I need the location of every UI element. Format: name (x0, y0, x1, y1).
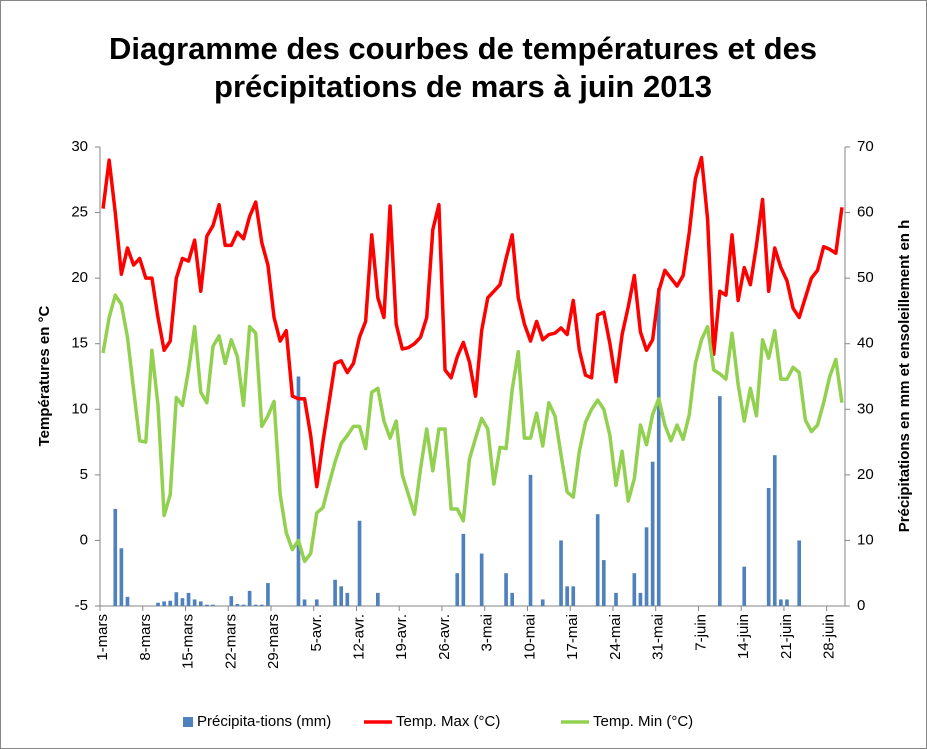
y2-tick-label: 70 (857, 138, 874, 155)
x-tick-label: 28-juin (821, 614, 838, 659)
bar (259, 604, 264, 606)
bar (650, 461, 655, 606)
y-tick-label: -5 (75, 597, 88, 614)
y-tick-label: 0 (80, 531, 88, 548)
bar (656, 287, 661, 606)
x-tick-label: 10-mai (521, 614, 538, 660)
y2-tick-label: 10 (857, 531, 874, 548)
bar (455, 573, 460, 606)
chart-title: Diagramme des courbes de températures et… (108, 31, 818, 104)
x-tick-label: 15-mars (180, 614, 197, 669)
bar (614, 592, 618, 606)
bar (211, 604, 215, 606)
x-tick-label: 17-mai (564, 614, 581, 660)
bar (339, 586, 344, 606)
bar (357, 520, 362, 606)
y2-tick-label: 50 (857, 269, 874, 286)
bar (266, 583, 270, 606)
bar (125, 596, 130, 606)
legend-label: Précipita-tions (mm) (197, 713, 331, 730)
bar (797, 540, 802, 606)
bar (766, 487, 771, 606)
x-tick-label: 7-juin (692, 614, 709, 651)
legend-label: Temp. Min (°C) (593, 713, 693, 730)
legend-swatch (183, 717, 193, 727)
bar (174, 592, 179, 606)
bar (333, 579, 337, 606)
bar (345, 592, 350, 606)
bar (168, 600, 173, 606)
bar (565, 586, 569, 606)
bar (314, 599, 319, 606)
y2-tick-label: 60 (857, 204, 874, 221)
x-tick-label: 3-mai (479, 614, 496, 652)
y2-tick-label: 0 (857, 597, 865, 614)
legend-label: Temp. Max (°C) (396, 713, 500, 730)
bar (601, 560, 606, 606)
bar (235, 604, 240, 606)
bar (302, 599, 307, 606)
x-tick-label: 14-juin (735, 614, 752, 659)
bar (779, 599, 783, 606)
bar (113, 508, 118, 606)
bar (559, 540, 563, 606)
line (101, 293, 844, 564)
bar (180, 598, 185, 606)
bar (717, 396, 722, 606)
y2-tick-label: 40 (857, 335, 874, 352)
y-tick-label: 15 (71, 335, 88, 352)
bar (461, 533, 466, 606)
bar (229, 596, 234, 606)
x-tick-label: 31-mai (650, 614, 667, 660)
x-tick-label: 8-mars (137, 614, 154, 661)
y2-tick-label: 20 (857, 466, 874, 483)
bar (247, 590, 252, 606)
y-axis-label: Températures en °C (36, 305, 53, 446)
bar (479, 553, 484, 606)
bar (644, 527, 649, 606)
x-tick-label: 19-avr. (393, 614, 410, 660)
bar (162, 601, 166, 606)
y2-tick-label: 30 (857, 400, 874, 417)
y2-axis-label: Précipitations en mm et ensoleillement e… (896, 220, 913, 533)
x-tick-label: 12-avr. (350, 614, 367, 660)
bar (638, 592, 643, 606)
y-tick-label: 20 (71, 269, 88, 286)
bar (205, 604, 209, 606)
bar (772, 455, 777, 606)
bar (186, 592, 191, 606)
bar (241, 604, 246, 606)
bar (376, 592, 380, 606)
bar (632, 573, 637, 606)
bar (296, 376, 301, 606)
line (101, 155, 844, 489)
x-tick-label: 26-avr. (436, 614, 453, 660)
x-tick-label: 29-mars (265, 614, 282, 669)
bar (785, 599, 789, 606)
x-tick-label: 24-mai (607, 614, 624, 660)
bar (528, 474, 533, 606)
bar (595, 514, 600, 606)
x-tick-label: 1-mars (94, 614, 111, 661)
bar (571, 586, 576, 606)
bar (504, 573, 508, 606)
bar (253, 604, 258, 606)
bar (156, 602, 160, 606)
x-tick-label: 21-juin (778, 614, 795, 659)
y-tick-label: 5 (80, 466, 88, 483)
y-tick-label: 30 (71, 138, 88, 155)
x-tick-label: 5-avr. (308, 614, 325, 652)
bar (742, 566, 747, 606)
bar (540, 599, 545, 606)
bar (192, 599, 197, 606)
x-tick-label: 22-mars (222, 614, 239, 669)
bar (510, 592, 515, 606)
y-tick-label: 25 (71, 204, 88, 221)
y-tick-label: 10 (71, 400, 88, 417)
bar (198, 601, 203, 606)
bar (119, 548, 124, 606)
